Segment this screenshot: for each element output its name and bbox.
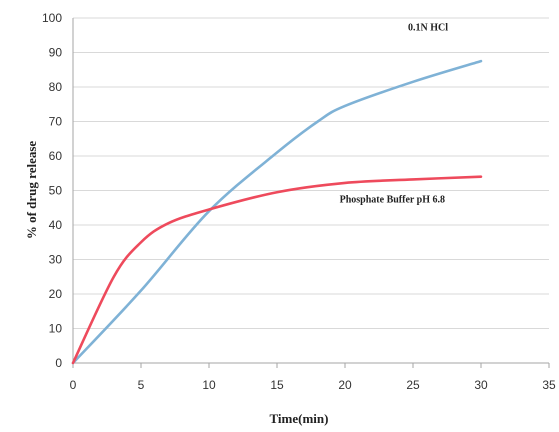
gridlines	[73, 17, 549, 329]
axes	[72, 18, 550, 368]
x-tick-label: 10	[202, 378, 216, 392]
series-labels: 0.1N HCl Phosphate Buffer pH 6.8	[340, 22, 449, 205]
y-tick-label: 80	[49, 80, 63, 94]
y-tick-label: 10	[49, 322, 63, 336]
series-label: Phosphate Buffer pH 6.8	[340, 195, 445, 206]
x-tick-label: 0	[70, 378, 77, 392]
series-line	[71, 59, 483, 365]
y-tick-label: 30	[49, 253, 63, 267]
y-tick-label: 70	[49, 115, 63, 129]
y-tick-label: 20	[49, 287, 63, 301]
series-line	[71, 175, 483, 365]
x-tick-label: 25	[406, 378, 420, 392]
y-tick-label: 90	[49, 46, 63, 60]
x-tick-label: 20	[338, 378, 352, 392]
series-label: 0.1N HCl	[408, 22, 448, 33]
tick-labels: 0 10 20 30 40 50 60 70 80 90 100 0 5 10 15 20 25 30 35	[42, 11, 556, 392]
y-tick-label: 100	[42, 11, 62, 25]
x-tick-label: 15	[270, 378, 284, 392]
x-tick-label: 5	[138, 378, 145, 392]
y-tick-label: 0	[55, 356, 62, 370]
x-axis-title: Time(min)	[270, 411, 329, 426]
x-tick-label: 30	[474, 378, 488, 392]
y-axis-title: % of drug release	[24, 141, 39, 240]
x-tick-label: 35	[542, 378, 556, 392]
y-tick-label: 50	[49, 184, 63, 198]
series-lines	[71, 59, 483, 365]
y-tick-label: 40	[49, 218, 63, 232]
y-tick-label: 60	[49, 149, 63, 163]
